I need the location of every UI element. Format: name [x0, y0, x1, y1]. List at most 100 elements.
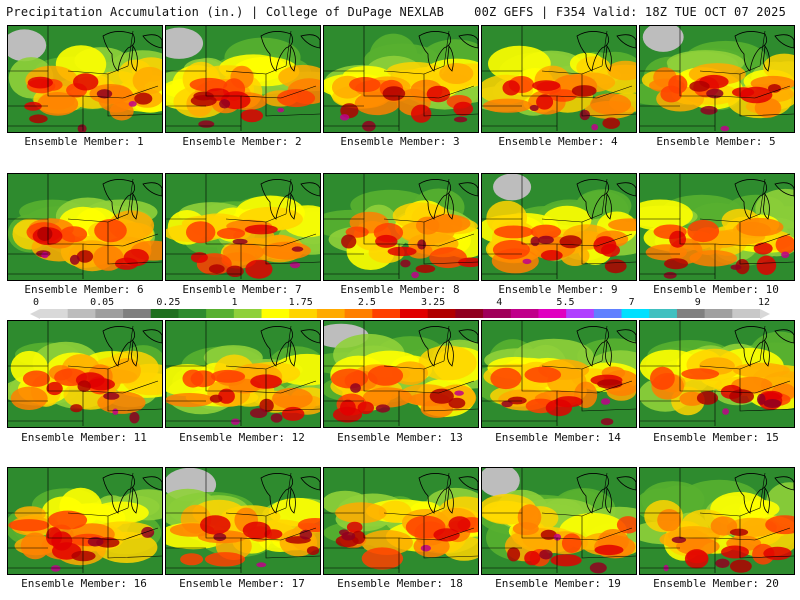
precip-low-area [493, 174, 532, 201]
state-border [285, 178, 292, 215]
state-border [107, 74, 162, 117]
great-lakes-outline [418, 31, 478, 72]
precip-area [96, 89, 113, 99]
state-border [601, 325, 608, 362]
precip-area [417, 239, 427, 250]
ensemble-member-label: Ensemble Member: 15 [653, 431, 779, 444]
state-border [8, 512, 84, 573]
precip-area [754, 98, 782, 118]
ensemble-member-map [323, 467, 479, 575]
ensemble-member-label: Ensemble Member: 2 [182, 135, 302, 148]
precip-area [29, 114, 48, 124]
precip-area [645, 244, 687, 261]
colorbar-swatch [676, 309, 706, 318]
precip-area [443, 536, 478, 561]
precip-area [387, 62, 443, 80]
colorbar-label: 5.5 [556, 297, 575, 308]
precip-area [218, 388, 235, 404]
precip-area [700, 105, 718, 115]
state-border [581, 222, 636, 265]
precip-area [579, 109, 590, 121]
precip-area [671, 536, 687, 543]
precip-area [561, 533, 582, 553]
precip-area [660, 85, 682, 103]
state-border [482, 70, 558, 131]
colorbar-swatch [150, 309, 179, 318]
precip-area [448, 516, 471, 533]
ensemble-member-map [323, 25, 479, 133]
great-lakes-outline [260, 326, 320, 367]
state-border [640, 218, 716, 279]
precip-area [538, 235, 554, 245]
precip-area [501, 400, 513, 408]
great-lakes-outline [576, 179, 636, 220]
precip-area [231, 418, 240, 425]
precip-area [50, 565, 61, 572]
precip-area [339, 114, 350, 121]
ensemble-member-label: Ensemble Member: 9 [498, 283, 618, 296]
ensemble-member-label: Ensemble Member: 18 [337, 577, 463, 590]
precip-area [281, 406, 305, 421]
precip-area [345, 226, 369, 238]
precip-area [601, 398, 611, 405]
state-border [166, 218, 242, 279]
precip-area [357, 401, 374, 415]
precip-area [346, 521, 363, 533]
precip-area [24, 101, 42, 111]
precip-area [589, 562, 607, 574]
precip-area [616, 516, 636, 534]
colorbar-swatch [400, 309, 429, 318]
precip-area [545, 399, 573, 417]
state-border [240, 527, 317, 541]
precip-area [540, 529, 557, 540]
precip-area [289, 261, 301, 269]
state-border [640, 365, 716, 426]
state-border [739, 74, 794, 117]
precip-area [375, 234, 398, 248]
state-border [265, 222, 320, 265]
precip-area [190, 95, 217, 107]
ensemble-member-label: Ensemble Member: 20 [653, 577, 779, 590]
state-border [8, 365, 84, 426]
ensemble-member-map [323, 173, 479, 281]
ensemble-member-label: Ensemble Member: 13 [337, 431, 463, 444]
precip-area [349, 77, 381, 93]
precip-area [750, 75, 794, 91]
state-border [739, 369, 794, 412]
precip-area [729, 528, 749, 536]
state-border [324, 70, 400, 131]
precip-area [591, 124, 599, 131]
precip-area [454, 390, 464, 396]
precip-area [524, 366, 562, 383]
state-border [443, 325, 450, 362]
precip-area [522, 258, 532, 265]
state-border [556, 380, 633, 394]
precip-area [540, 250, 563, 261]
precip-area [536, 94, 554, 110]
ensemble-member-label: Ensemble Member: 5 [656, 135, 776, 148]
precip-area [601, 243, 620, 257]
precip-area [687, 219, 720, 243]
state-border [398, 380, 475, 394]
precip-area [507, 396, 527, 405]
colorbar-swatch [593, 309, 623, 318]
colorbar-swatch [178, 309, 207, 318]
ensemble-member-map [323, 320, 479, 428]
ensemble-member-map [481, 467, 637, 575]
state-border [581, 369, 636, 412]
ensemble-member-label: Ensemble Member: 8 [340, 283, 460, 296]
precip-area [262, 241, 311, 260]
precip-area [757, 393, 766, 405]
model-run-info: 00Z GEFS | F354 Valid: 18Z TUE OCT 07 20… [474, 5, 786, 19]
precip-area [8, 519, 50, 532]
state-border [482, 218, 558, 279]
state-border [166, 365, 242, 426]
ensemble-member-label: Ensemble Member: 11 [21, 431, 147, 444]
precip-area [20, 532, 50, 560]
precip-area [264, 529, 283, 539]
state-border [107, 516, 162, 559]
ensemble-member-map [165, 25, 321, 133]
precip-area [209, 394, 223, 403]
state-border [556, 527, 633, 541]
state-border [739, 222, 794, 265]
